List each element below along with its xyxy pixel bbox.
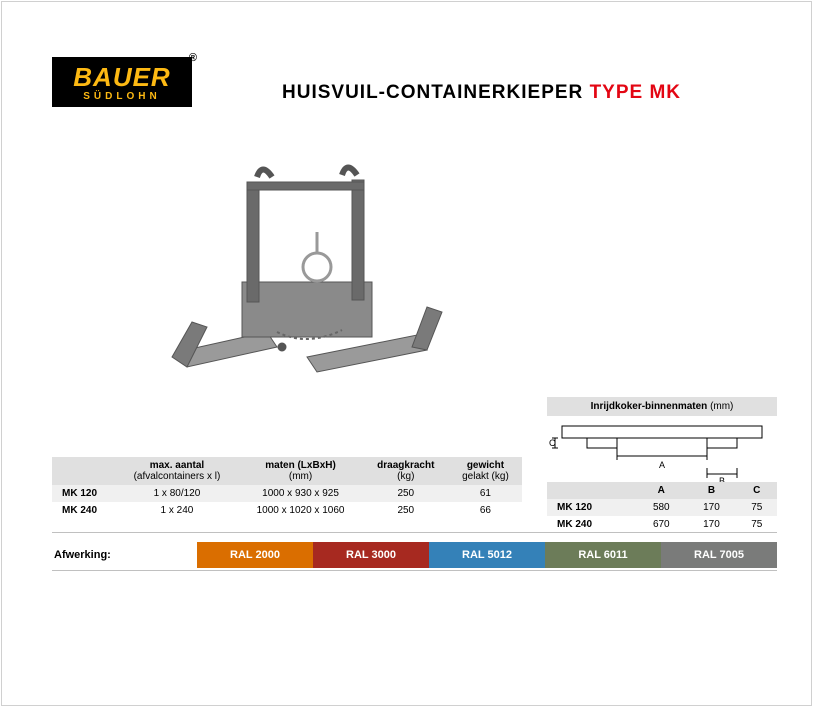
table-header-row: max. aantal(afvalcontainers x l) maten (… [52, 457, 522, 485]
spec-table: max. aantal(afvalcontainers x l) maten (… [52, 457, 522, 519]
table-row: MK 240 1 x 240 1000 x 1020 x 1060 250 66 [52, 502, 522, 519]
table-cell: 61 [449, 485, 522, 502]
table-header: A [636, 482, 686, 499]
swatch-ral5012: RAL 5012 [429, 542, 545, 568]
table-row: MK 120 580 170 75 [547, 499, 777, 516]
diagram-label-c: C [549, 438, 556, 448]
table-header-empty [52, 457, 116, 485]
swatch-ral6011: RAL 6011 [545, 542, 661, 568]
table-row: MK 240 670 170 75 [547, 516, 777, 533]
table-cell: 1 x 240 [116, 502, 239, 519]
logo-main-text: BAUER [73, 62, 170, 93]
color-label: Afwerking: [52, 542, 197, 568]
table-cell: 1000 x 1020 x 1060 [238, 502, 362, 519]
table-cell: 75 [737, 499, 777, 516]
table-header: B [686, 482, 736, 499]
table-cell: 75 [737, 516, 777, 533]
diagram-area: Inrijdkoker-binnenmaten (mm) A B C [547, 397, 777, 486]
table-cell: 170 [686, 516, 736, 533]
table-header-row: A B C [547, 482, 777, 499]
table-header: max. aantal(afvalcontainers x l) [116, 457, 239, 485]
table-cell: 250 [363, 485, 449, 502]
table-cell: 250 [363, 502, 449, 519]
table-cell: 1 x 80/120 [116, 485, 239, 502]
product-image [167, 152, 452, 402]
table-cell: 580 [636, 499, 686, 516]
model-cell: MK 240 [52, 502, 116, 519]
table-header-empty [547, 482, 636, 499]
table-cell: 1000 x 930 x 925 [238, 485, 362, 502]
table-header: maten (LxBxH)(mm) [238, 457, 362, 485]
model-cell: MK 240 [547, 516, 636, 533]
logo-box: ® BAUER SÜDLOHN [52, 57, 192, 107]
divider [52, 532, 777, 533]
page-title: HUISVUIL-CONTAINERKIEPER TYPE MK [282, 82, 681, 104]
diagram-title: Inrijdkoker-binnenmaten (mm) [547, 397, 777, 416]
swatch-ral3000: RAL 3000 [313, 542, 429, 568]
table-header: draagkracht(kg) [363, 457, 449, 485]
dimension-table: A B C MK 120 580 170 75 MK 240 670 170 7… [547, 482, 777, 533]
logo-sub-text: SÜDLOHN [83, 91, 160, 102]
diagram-label-a: A [659, 460, 665, 470]
brand-logo: ® BAUER SÜDLOHN [52, 57, 192, 107]
swatch-ral2000: RAL 2000 [197, 542, 313, 568]
title-part1: HUISVUIL-CONTAINERKIEPER [282, 82, 583, 103]
model-cell: MK 120 [547, 499, 636, 516]
table-header: gewichtgelakt (kg) [449, 457, 522, 485]
diagram-title-bold: Inrijdkoker-binnenmaten [591, 401, 708, 412]
diagram-title-unit: (mm) [710, 401, 733, 412]
swatch-ral7005: RAL 7005 [661, 542, 777, 568]
color-finish-row: Afwerking: RAL 2000 RAL 3000 RAL 5012 RA… [52, 542, 777, 568]
title-part2: TYPE MK [590, 82, 681, 103]
table-header: C [737, 482, 777, 499]
page: ® BAUER SÜDLOHN HUISVUIL-CONTAINERKIEPER… [1, 1, 812, 706]
logo-trademark: ® [189, 52, 197, 64]
divider [52, 570, 777, 571]
table-cell: 170 [686, 499, 736, 516]
diagram-svg: A B C [547, 416, 777, 486]
model-cell: MK 120 [52, 485, 116, 502]
table-row: MK 120 1 x 80/120 1000 x 930 x 925 250 6… [52, 485, 522, 502]
table-cell: 66 [449, 502, 522, 519]
table-cell: 670 [636, 516, 686, 533]
